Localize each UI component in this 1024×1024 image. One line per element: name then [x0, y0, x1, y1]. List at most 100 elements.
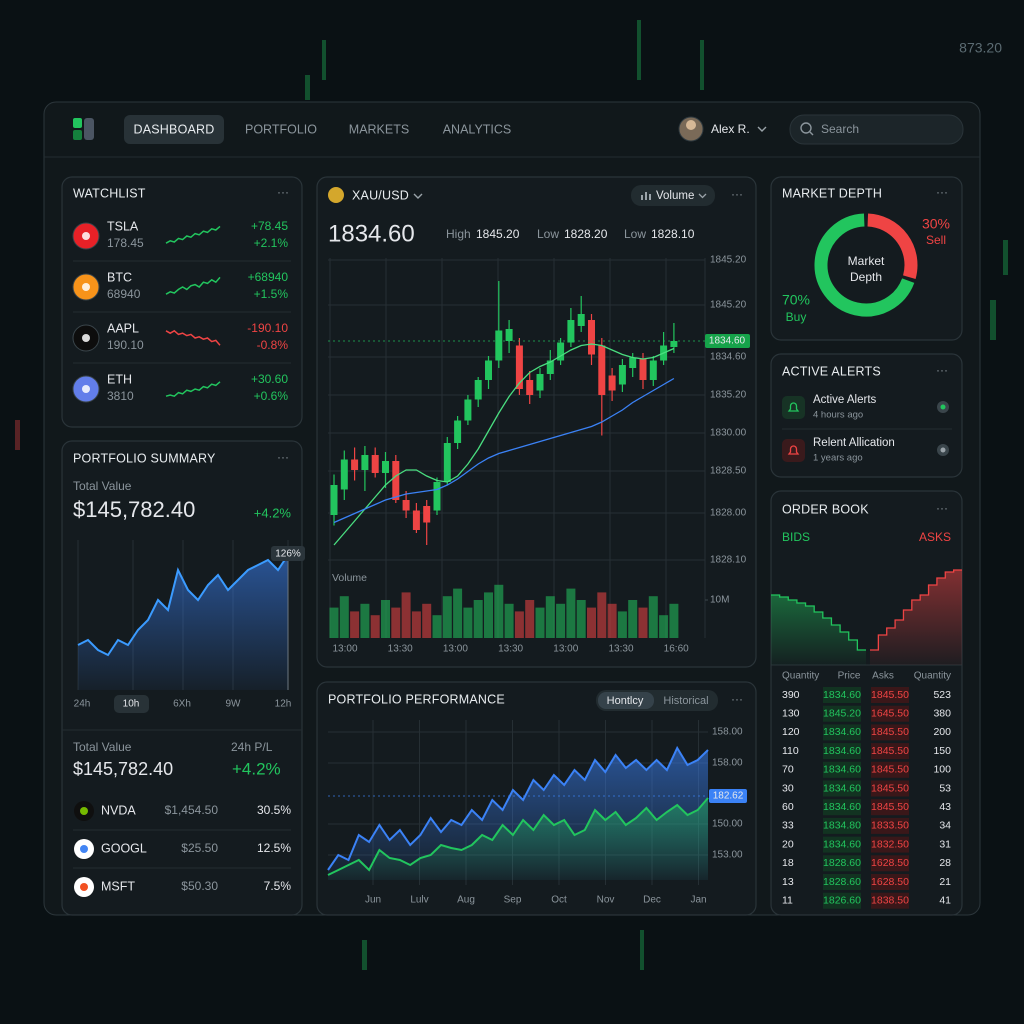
candle-body — [557, 342, 565, 361]
toggle-option[interactable]: Hontlcy — [607, 695, 644, 707]
candle-body — [577, 314, 585, 326]
ask-price: 1845.50 — [871, 726, 909, 738]
candle-body — [361, 455, 369, 470]
candle-body — [454, 420, 462, 443]
volume-bar — [628, 600, 638, 638]
user-chevron[interactable] — [757, 126, 767, 132]
y-axis-label: 1845.20 — [710, 300, 747, 311]
candle-body — [464, 399, 472, 421]
nav-tab[interactable]: ANALYTICS — [443, 122, 512, 136]
user-name[interactable]: Alex R. — [711, 122, 750, 136]
marker-tag — [709, 789, 747, 803]
ask-quantity: 31 — [939, 838, 951, 850]
range-option[interactable]: 9W — [226, 699, 242, 710]
y-axis-label: 158.00 — [712, 758, 743, 769]
volume-bar — [617, 611, 627, 638]
asset-change-pct: +2.1% — [254, 236, 289, 250]
alert-title[interactable]: Relent Allication — [813, 437, 895, 449]
y-axis-label: 1834.60 — [710, 352, 747, 363]
bid-price: 1834.80 — [823, 820, 861, 832]
bid-price: 1834.60 — [823, 838, 861, 850]
bids-line — [771, 594, 866, 651]
donut-segment — [814, 213, 915, 317]
volume-button[interactable] — [631, 185, 715, 206]
menu-icon[interactable]: ··· — [277, 185, 289, 199]
candle-body — [629, 357, 637, 368]
volume-bar — [370, 615, 380, 638]
search-placeholder[interactable]: Search — [821, 122, 859, 136]
menu-icon[interactable]: ··· — [277, 450, 289, 464]
area-line — [77, 554, 289, 657]
bid-quantity: 30 — [782, 782, 794, 794]
volume-bar — [381, 600, 390, 638]
volume-bar — [350, 611, 360, 638]
volume-bar — [473, 600, 483, 638]
volume-bar — [339, 596, 349, 638]
bid-price: 1834.60 — [823, 801, 861, 813]
holding-pct: 30.5% — [257, 803, 291, 817]
footer-pl-label: 24h P/L — [231, 740, 273, 754]
holding-symbol: GOOGL — [101, 841, 147, 855]
asset-symbol: ETH — [107, 372, 132, 386]
ask-quantity: 523 — [933, 689, 951, 701]
background-label: 873.20 — [959, 40, 1002, 56]
bid-quantity: 110 — [782, 745, 799, 757]
bid-price: 1834.60 — [823, 782, 861, 794]
menu-icon[interactable]: ··· — [731, 187, 743, 201]
x-axis-label: Lulv — [410, 895, 428, 906]
alert-title[interactable]: Active Alerts — [813, 394, 877, 406]
alert-status — [940, 404, 946, 410]
range-option[interactable]: 10h — [123, 699, 140, 710]
tooltip-box — [271, 546, 305, 561]
bid-cell-bg — [823, 836, 861, 853]
menu-icon[interactable]: ··· — [936, 185, 948, 199]
menu-icon[interactable]: ··· — [936, 363, 948, 377]
volume-button-label[interactable]: Volume — [656, 190, 694, 202]
ask-cell-bg — [871, 817, 909, 834]
bid-quantity: 120 — [782, 726, 800, 738]
y-axis-label: 150.00 — [712, 819, 743, 830]
donut-center: Depth — [850, 270, 882, 284]
x-axis-label: 13:30 — [608, 644, 633, 655]
x-axis-label: Aug — [457, 895, 475, 906]
x-axis-label: Nov — [597, 895, 615, 906]
x-axis-label: Jun — [365, 895, 381, 906]
ask-price: 1628.50 — [871, 876, 909, 888]
nav-tab[interactable]: DASHBOARD — [134, 122, 215, 136]
y-axis-label: 1828.50 — [710, 466, 747, 477]
order-book-panel — [770, 490, 963, 916]
ask-price: 1645.50 — [871, 707, 909, 719]
sparkline — [165, 329, 221, 346]
panel-title: ACTIVE ALERTS — [782, 364, 881, 378]
menu-icon[interactable]: ··· — [936, 501, 948, 515]
range-option[interactable]: 12h — [275, 699, 292, 710]
pair-chevron[interactable] — [413, 193, 423, 199]
range-option[interactable]: 24h — [74, 699, 91, 710]
search-box[interactable] — [789, 114, 964, 145]
pair[interactable]: XAU/USD — [352, 188, 409, 202]
asset-change: +68940 — [248, 270, 289, 284]
ask-price: 1833.50 — [871, 820, 909, 832]
series-line — [327, 797, 709, 876]
toggle-option[interactable]: Historical — [663, 695, 708, 707]
x-axis-label: 13:30 — [498, 644, 523, 655]
x-axis-label: 13:30 — [388, 644, 413, 655]
nav-tab[interactable]: MARKETS — [349, 122, 409, 136]
range-option[interactable]: 6Xh — [173, 699, 191, 710]
x-axis-label: Sep — [504, 895, 522, 906]
ask-cell-bg — [871, 705, 909, 722]
asset-change-pct: +1.5% — [254, 287, 289, 301]
volume-bar — [535, 607, 545, 638]
asks-area — [870, 570, 962, 665]
volume-bar — [442, 596, 452, 638]
pair-icon — [328, 187, 344, 203]
candle-body — [443, 443, 451, 482]
menu-icon[interactable]: ··· — [731, 692, 743, 706]
nav-tab[interactable]: PORTFOLIO — [245, 122, 317, 136]
ask-cell-bg — [871, 874, 909, 890]
volume-chevron[interactable] — [698, 193, 707, 199]
bid-quantity: 390 — [782, 689, 800, 701]
candle-body — [433, 482, 441, 511]
bid-cell-bg — [823, 705, 861, 722]
donut-name: Sell — [926, 233, 946, 247]
